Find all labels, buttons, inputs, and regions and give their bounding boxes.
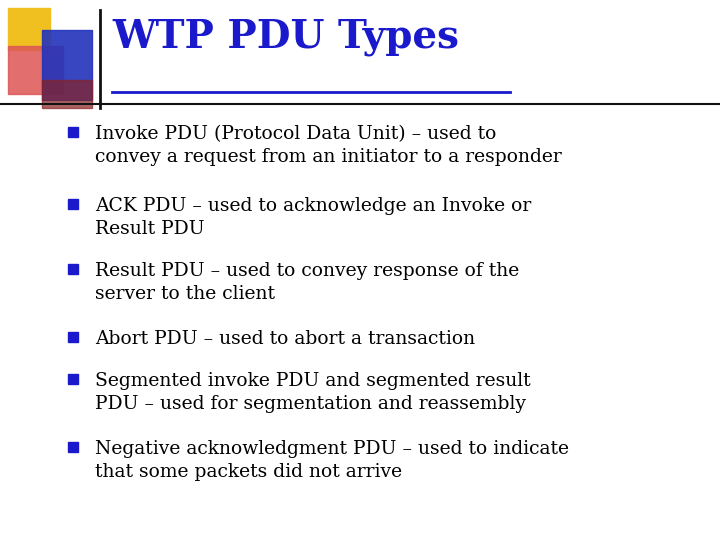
Text: WTP PDU Types: WTP PDU Types: [112, 18, 459, 56]
Text: ACK PDU – used to acknowledge an Invoke or
Result PDU: ACK PDU – used to acknowledge an Invoke …: [95, 197, 531, 238]
Text: Negative acknowledgment PDU – used to indicate
that some packets did not arrive: Negative acknowledgment PDU – used to in…: [95, 440, 569, 481]
Bar: [68, 199, 78, 209]
Bar: [68, 264, 78, 274]
Text: Invoke PDU (Protocol Data Unit) – used to
convey a request from an initiator to : Invoke PDU (Protocol Data Unit) – used t…: [95, 125, 562, 166]
Bar: [68, 374, 78, 384]
Bar: [42, 80, 92, 108]
Text: Result PDU – used to convey response of the
server to the client: Result PDU – used to convey response of …: [95, 262, 519, 303]
Bar: [68, 127, 78, 137]
Bar: [8, 46, 63, 94]
Bar: [8, 8, 50, 50]
Bar: [68, 332, 78, 342]
Text: Segmented invoke PDU and segmented result
PDU – used for segmentation and reasse: Segmented invoke PDU and segmented resul…: [95, 372, 531, 413]
Bar: [68, 442, 78, 452]
Bar: [42, 30, 92, 100]
Text: Abort PDU – used to abort a transaction: Abort PDU – used to abort a transaction: [95, 330, 475, 348]
